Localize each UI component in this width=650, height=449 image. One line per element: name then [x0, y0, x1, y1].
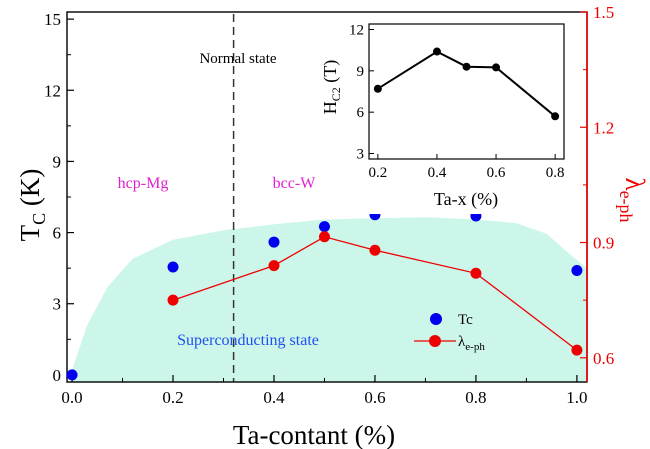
inset-point-0 [373, 84, 382, 93]
left-y-tick-label-4: 12 [44, 81, 61, 100]
right-y-tick-label-0: 0.6 [593, 349, 614, 368]
main-plot: 0.0 0.2 0.4 0.6 0.8 1.0 0 3 6 9 12 15 0.6 0.9 1.2 1.5 [44, 3, 614, 407]
inset-y-label-unit: (T) [320, 60, 341, 87]
left-y-axis-label: TC (K) [15, 169, 49, 242]
lambda-point-5 [571, 344, 583, 356]
inset-y-label-sub: C2 [329, 87, 343, 101]
legend-lambda-main: λ [458, 334, 466, 350]
inset-point-4 [551, 112, 560, 121]
legend-lambda-sub: e-ph [465, 341, 485, 353]
lambda-point-2 [318, 231, 330, 243]
x-tick-label-5: 1.0 [566, 388, 587, 407]
lambda-point-0 [167, 294, 179, 306]
inset-y-tick-label-2: 9 [357, 64, 365, 80]
inset-y-ticks: 3 6 9 12 [349, 23, 374, 162]
tc-point-3 [318, 221, 330, 233]
left-y-tick-label-0: 0 [53, 366, 62, 385]
x-axis-label: Ta-contant (%) [233, 420, 395, 449]
superconducting-region [67, 217, 587, 382]
x-tick-label-2: 0.4 [263, 388, 285, 407]
inset-x-tick-label-2: 0.6 [487, 165, 506, 181]
inset-plot: 0.2 0.4 0.6 0.8 3 6 9 12 Ta-x (%) HC2 (T) [318, 14, 578, 214]
left-y-ticks: 0 3 6 9 12 15 [44, 10, 74, 385]
lambda-point-3 [369, 244, 381, 256]
right-y-label-sub: e-ph [616, 191, 636, 223]
right-y-tick-label-3: 1.5 [593, 3, 614, 22]
inset-x-ticks: 0.2 0.4 0.6 0.8 [368, 154, 565, 181]
legend: Tc λe-ph [414, 312, 485, 353]
lambda-series-line [172, 236, 578, 351]
left-y-label-unit: (K) [15, 169, 45, 213]
right-y-label-main: λ [620, 177, 650, 190]
right-y-axis-label: λe-ph [616, 177, 650, 222]
inset-x-tick-label-3: 0.8 [546, 165, 565, 181]
legend-tc-label: Tc [458, 312, 473, 328]
legend-lambda-marker [429, 335, 441, 347]
annotation-normal-state: Normal state [199, 51, 276, 67]
legend-lambda-label: λe-ph [458, 334, 485, 353]
left-y-label-sub: C [29, 213, 49, 225]
left-y-tick-label-1: 3 [53, 295, 62, 314]
right-y-tick-label-2: 1.2 [593, 118, 614, 137]
left-y-tick-label-2: 6 [53, 224, 62, 243]
inset-y-tick-label-1: 6 [357, 105, 365, 121]
right-y-tick-label-1: 0.9 [593, 234, 614, 253]
left-y-label-main: T [15, 224, 45, 241]
legend-tc-marker [430, 313, 442, 325]
annotation-bcc: bcc-W [273, 175, 317, 192]
tc-point-1 [167, 261, 179, 273]
inset-x-tick-label-1: 0.4 [428, 165, 447, 181]
inset-frame [368, 23, 565, 160]
inset-point-3 [492, 63, 501, 72]
right-y-ticks: 0.6 0.9 1.2 1.5 [580, 3, 614, 368]
tc-point-6 [571, 265, 583, 277]
x-tick-label-4: 0.8 [465, 388, 486, 407]
annotation-hcp: hcp-Mg [118, 175, 169, 192]
lambda-point-4 [470, 267, 482, 279]
x-tick-label-3: 0.6 [364, 388, 385, 407]
lambda-series [167, 231, 583, 356]
inset-background [318, 14, 578, 214]
inset-point-1 [432, 47, 441, 56]
inset-x-axis-label: Ta-x (%) [434, 189, 498, 210]
annotation-superconducting: Superconducting state [177, 332, 319, 349]
lambda-point-1 [268, 260, 280, 272]
tc-point-2 [268, 236, 280, 248]
tc-point-0 [66, 369, 78, 381]
inset-point-2 [462, 62, 471, 71]
inset-series [373, 47, 560, 121]
x-tick-label-1: 0.2 [162, 388, 183, 407]
inset-y-label-main: H [320, 101, 340, 114]
inset-y-tick-label-0: 3 [357, 146, 365, 162]
x-tick-label-0: 0.0 [61, 388, 82, 407]
inset-y-axis-label: HC2 (T) [320, 60, 343, 115]
left-y-tick-label-5: 15 [44, 10, 61, 29]
inset-y-tick-label-3: 12 [349, 23, 364, 39]
left-y-tick-label-3: 9 [53, 152, 62, 171]
x-ticks: 0.0 0.2 0.4 0.6 0.8 1.0 [61, 375, 588, 407]
inset-x-tick-label-0: 0.2 [368, 165, 387, 181]
